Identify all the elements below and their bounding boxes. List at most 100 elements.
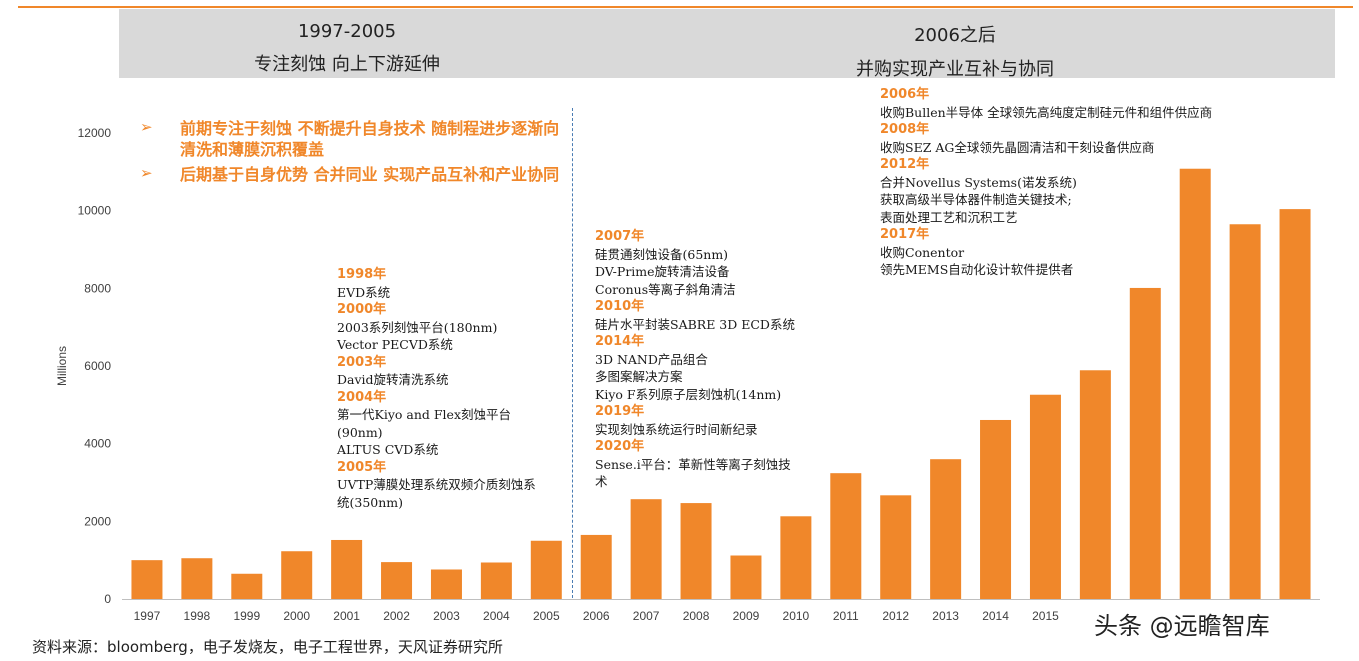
milestone-text: 实现刻蚀系统运行时间新纪录 — [595, 421, 758, 437]
bar-2019 — [1229, 224, 1261, 599]
milestone-text: 收购Bullen半导体 全球领先高纯度定制硅元件和组件供应商 — [880, 104, 1213, 120]
bar-2005 — [530, 540, 562, 599]
milestone-text: ALTUS CVD系统 — [337, 442, 439, 457]
milestone-year: 2007年 — [595, 229, 645, 244]
period-theme: 专注刻蚀 向上下游延伸 — [254, 54, 440, 75]
bar-2006 — [580, 534, 612, 599]
y-axis-title: Millions — [55, 346, 69, 386]
period-header-2006-after: 2006之后 并购实现产业互补与协同 — [575, 9, 1335, 80]
milestone-text: 领先MEMS自动化设计软件提供者 — [880, 262, 1074, 277]
milestone-year: 1998年 — [337, 267, 387, 282]
milestone-year: 2019年 — [595, 404, 645, 419]
watermark: 头条 @远瞻智库 — [1090, 606, 1274, 641]
top-rule — [18, 6, 1353, 8]
arrow-icon: ➢ — [140, 118, 153, 136]
bar-2000 — [281, 551, 313, 599]
y-tick-label: 2000 — [84, 514, 111, 528]
milestone-text: UVTP薄膜处理系统双频介质刻蚀系 — [337, 477, 536, 492]
bar-2011 — [830, 473, 862, 599]
bar-2014 — [980, 419, 1012, 599]
x-tick-label: 2008 — [683, 609, 710, 623]
y-tick-label: 4000 — [84, 437, 111, 451]
x-tick-label: 2002 — [383, 609, 410, 623]
bullet-text: 后期基于自身优势 合并同业 实现产品互补和产业协同 — [180, 165, 560, 184]
milestone-text: 合并Novellus Systems(诺发系统) — [880, 174, 1077, 190]
y-tick-label: 8000 — [84, 281, 111, 295]
x-tick-label: 1998 — [184, 609, 211, 623]
arrow-icon: ➢ — [140, 164, 153, 182]
x-tick-label: 2011 — [833, 609, 859, 623]
milestone-text: 收购SEZ AG全球领先晶圆清洁和干刻设备供应商 — [880, 139, 1155, 155]
milestone-text: 收购Conentor — [880, 244, 965, 260]
milestone-text: 硅贯通刻蚀设备(65nm) — [595, 246, 729, 262]
bar-1997 — [131, 560, 163, 599]
x-tick-label: 2010 — [783, 609, 810, 623]
milestone-text: 3D NAND产品组合 — [595, 351, 708, 367]
bar-2013 — [930, 459, 962, 599]
bar-2002 — [381, 562, 413, 599]
milestone-year: 2020年 — [595, 439, 645, 454]
x-tick-label: 2003 — [433, 609, 460, 623]
x-tick-label: 2007 — [633, 609, 660, 623]
x-tick-label: 1997 — [134, 609, 161, 623]
bar-2009 — [730, 555, 762, 599]
x-tick-label: 2012 — [882, 609, 909, 623]
bullet-text: 前期专注于刻蚀 不断提升自身技术 随制程进步逐渐向清洗和薄膜沉积覆盖 — [180, 119, 560, 159]
milestone-year: 2004年 — [337, 389, 387, 405]
milestone-year: 2012年 — [880, 157, 930, 172]
bar-2017 — [1129, 287, 1161, 599]
bullet-item: ➢ 后期基于自身优势 合并同业 实现产品互补和产业协同 — [140, 164, 570, 185]
milestone-text: 统(350nm) — [337, 494, 404, 510]
milestone-text: 获取高级半导体器件制造关键技术; — [880, 192, 1072, 207]
bar-2018 — [1179, 168, 1211, 599]
milestone-year: 2017年 — [880, 227, 930, 242]
bar-1998 — [181, 558, 213, 599]
milestone-text: 硅片水平封装SABRE 3D ECD系统 — [595, 316, 795, 332]
x-tick-label: 2013 — [932, 609, 959, 623]
milestone-text: DV-Prime旋转清洁设备 — [595, 264, 730, 279]
bar-2008 — [680, 503, 712, 599]
x-tick-label: 2004 — [483, 609, 510, 623]
bar-2001 — [331, 539, 363, 599]
milestone-text: 2003系列刻蚀平台(180nm) — [337, 319, 498, 335]
bar-2007 — [630, 499, 662, 599]
y-tick-label: 0 — [104, 592, 111, 606]
milestones-2007-2020: 2007年 硅贯通刻蚀设备(65nm) DV-Prime旋转清洁设备 Coronus等… — [595, 228, 833, 491]
milestone-year: 2000年 — [337, 302, 387, 317]
y-tick-label: 12000 — [78, 126, 112, 140]
bar-2004 — [480, 562, 512, 599]
x-tick-label: 2000 — [283, 609, 310, 623]
x-tick-label: 2015 — [1032, 609, 1059, 623]
y-tick-label: 10000 — [78, 204, 112, 218]
milestone-text: David旋转清洗系统 — [337, 372, 449, 387]
milestone-year: 2003年 — [337, 354, 387, 370]
x-tick-label: 2014 — [982, 609, 1009, 623]
x-tick-label: 2005 — [533, 609, 560, 623]
milestone-text: 第一代Kiyo and Flex刻蚀平台 — [337, 407, 511, 422]
strategy-bullets: ➢ 前期专注于刻蚀 不断提升自身技术 随制程进步逐渐向清洗和薄膜沉积覆盖 ➢ 后… — [140, 118, 570, 189]
milestone-year: 2014年 — [595, 334, 645, 349]
bar-2012 — [880, 495, 912, 599]
milestone-year: 2005年 — [337, 459, 387, 475]
x-tick-label: 2001 — [333, 609, 360, 623]
bar-1999 — [231, 573, 263, 599]
period-header-1997-2005: 1997-2005 专注刻蚀 向上下游延伸 — [119, 9, 575, 78]
milestone-text: EVD系统 — [337, 284, 391, 300]
milestone-text: 多图案解决方案 — [595, 369, 683, 384]
period-divider — [572, 108, 573, 598]
bar-2016 — [1079, 370, 1111, 599]
milestones-1998-2005: 1998年 EVD系统 2000年 2003系列刻蚀平台(180nm) Vector P… — [337, 266, 567, 511]
period-theme: 并购实现产业互补与协同 — [856, 59, 1054, 80]
bar-2010 — [780, 516, 812, 599]
milestone-text: 表面处理工艺和沉积工艺 — [880, 209, 1018, 225]
bar-2020 — [1279, 209, 1311, 599]
bullet-item: ➢ 前期专注于刻蚀 不断提升自身技术 随制程进步逐渐向清洗和薄膜沉积覆盖 — [140, 118, 570, 160]
x-tick-label: 2006 — [583, 609, 610, 623]
milestone-year: 2010年 — [595, 299, 645, 314]
milestone-text: Kiyo F系列原子层刻蚀机(14nm) — [595, 386, 782, 402]
bar-2003 — [430, 569, 462, 599]
bar-2015 — [1029, 394, 1061, 599]
milestone-text: Vector PECVD系统 — [337, 337, 453, 352]
x-tick-label: 2009 — [733, 609, 760, 623]
period-years: 2006之后 — [914, 25, 996, 46]
